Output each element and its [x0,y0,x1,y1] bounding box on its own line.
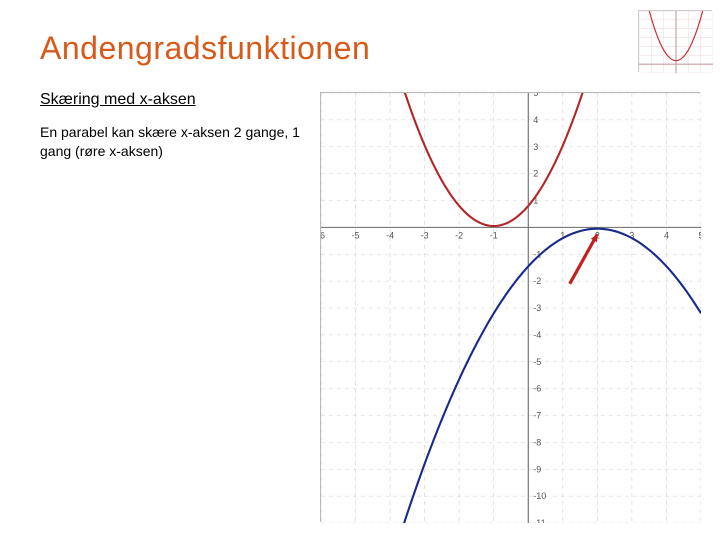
svg-text:5: 5 [698,230,701,240]
page-title: Andengradsfunktionen [40,30,680,67]
svg-text:-5: -5 [352,230,360,240]
svg-text:3: 3 [533,142,538,152]
main-chart-svg: -6-5-4-3-2-112345-11-10-9-8-7-6-5-4-3-2-… [321,93,701,523]
body-paragraph: En parabel kan skære x-aksen 2 gange, 1 … [40,123,300,161]
svg-text:-1: -1 [490,230,498,240]
svg-text:-6: -6 [321,230,325,240]
svg-text:-6: -6 [533,384,541,394]
svg-text:-3: -3 [533,303,541,313]
svg-text:-8: -8 [533,437,541,447]
svg-text:4: 4 [664,230,669,240]
svg-text:-7: -7 [533,411,541,421]
svg-text:-9: -9 [533,464,541,474]
svg-text:-2: -2 [533,276,541,286]
corner-parabola-svg [639,11,713,73]
svg-text:-11: -11 [533,518,545,523]
svg-text:-10: -10 [533,491,546,501]
svg-text:2: 2 [533,169,538,179]
corner-parabola-thumbnail [638,10,712,72]
svg-text:5: 5 [533,93,538,98]
svg-text:-4: -4 [386,230,394,240]
svg-text:4: 4 [533,115,538,125]
svg-text:-5: -5 [533,357,541,367]
main-chart-container: -6-5-4-3-2-112345-11-10-9-8-7-6-5-4-3-2-… [320,92,700,522]
svg-text:-4: -4 [533,330,541,340]
svg-text:-2: -2 [455,230,463,240]
svg-text:-3: -3 [421,230,429,240]
